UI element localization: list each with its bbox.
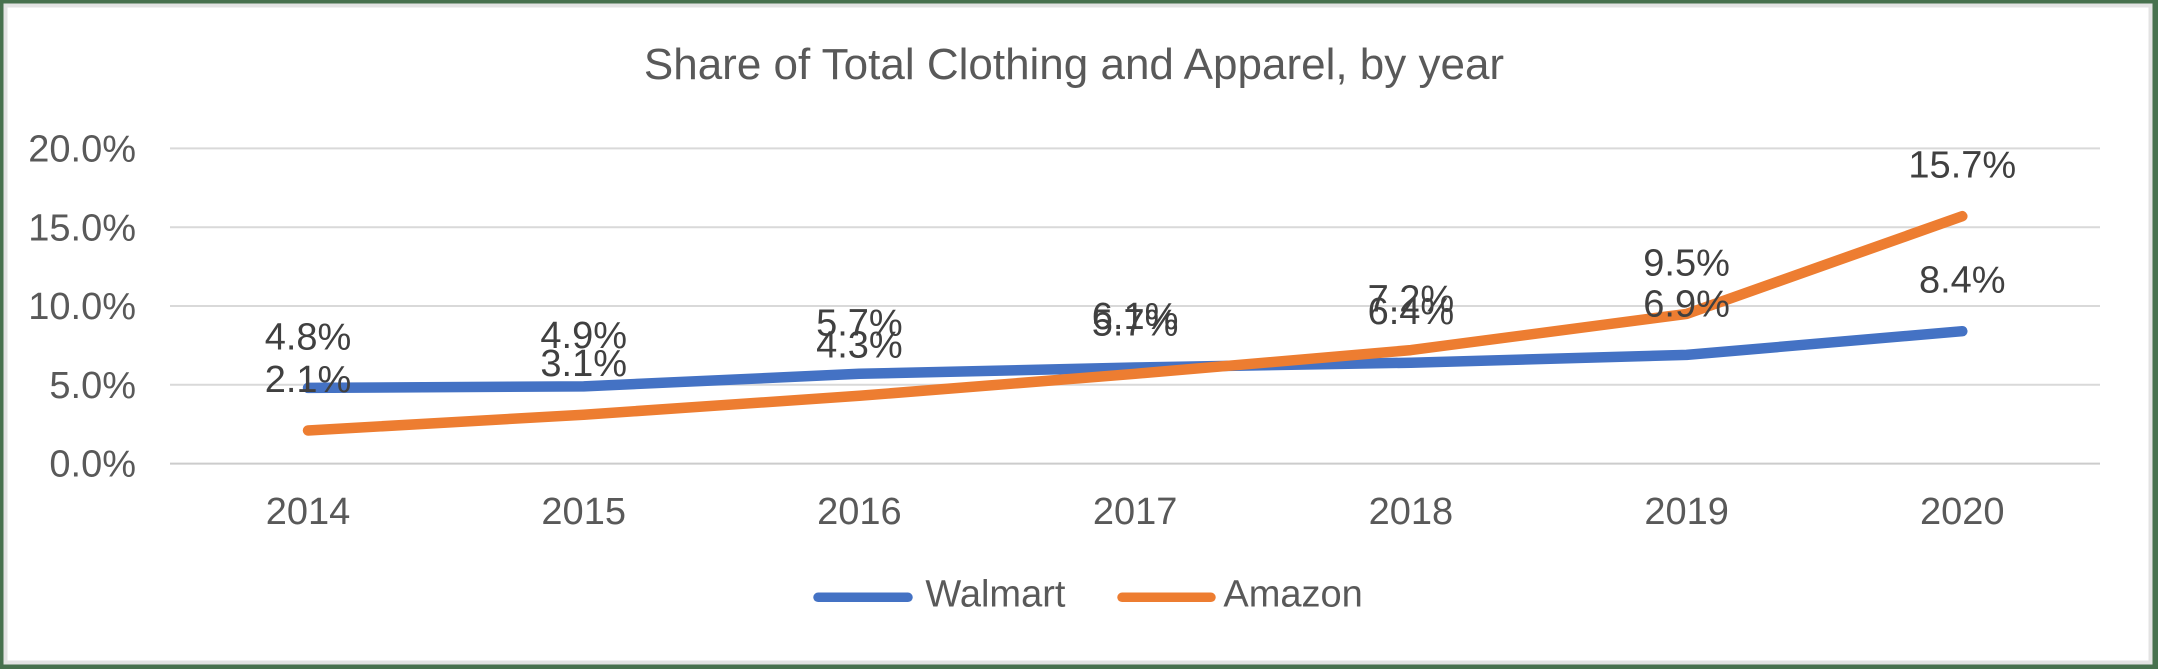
svg-text:2014: 2014 xyxy=(266,491,351,533)
svg-text:6.9%: 6.9% xyxy=(1643,283,1730,325)
svg-text:9.5%: 9.5% xyxy=(1643,242,1730,284)
svg-text:Walmart: Walmart xyxy=(925,574,1065,616)
svg-text:8.4%: 8.4% xyxy=(1919,260,2006,302)
svg-text:5.7%: 5.7% xyxy=(1092,302,1179,344)
svg-text:Amazon: Amazon xyxy=(1223,574,1362,616)
svg-text:2.1%: 2.1% xyxy=(265,359,352,401)
svg-text:7.2%: 7.2% xyxy=(1368,279,1455,321)
svg-text:15.0%: 15.0% xyxy=(28,207,136,249)
svg-text:0.0%: 0.0% xyxy=(49,444,136,486)
svg-text:2020: 2020 xyxy=(1920,491,2005,533)
svg-text:3.1%: 3.1% xyxy=(540,343,627,385)
svg-text:6.1%: 6.1% xyxy=(1092,296,1179,338)
svg-text:Share of Total Clothing and Ap: Share of Total Clothing and Apparel, by … xyxy=(644,40,1504,89)
svg-text:2018: 2018 xyxy=(1369,491,1454,533)
svg-text:6.4%: 6.4% xyxy=(1368,291,1455,333)
svg-text:4.3%: 4.3% xyxy=(816,324,903,366)
svg-text:4.9%: 4.9% xyxy=(540,315,627,357)
svg-text:5.7%: 5.7% xyxy=(816,302,903,344)
svg-text:2019: 2019 xyxy=(1644,491,1729,533)
svg-text:20.0%: 20.0% xyxy=(28,129,136,171)
svg-text:2017: 2017 xyxy=(1093,491,1178,533)
svg-text:4.8%: 4.8% xyxy=(265,316,352,358)
svg-text:10.0%: 10.0% xyxy=(28,286,136,328)
svg-text:2015: 2015 xyxy=(541,491,626,533)
svg-text:5.0%: 5.0% xyxy=(49,365,136,407)
svg-text:15.7%: 15.7% xyxy=(1908,145,2016,187)
svg-text:2016: 2016 xyxy=(817,491,902,533)
